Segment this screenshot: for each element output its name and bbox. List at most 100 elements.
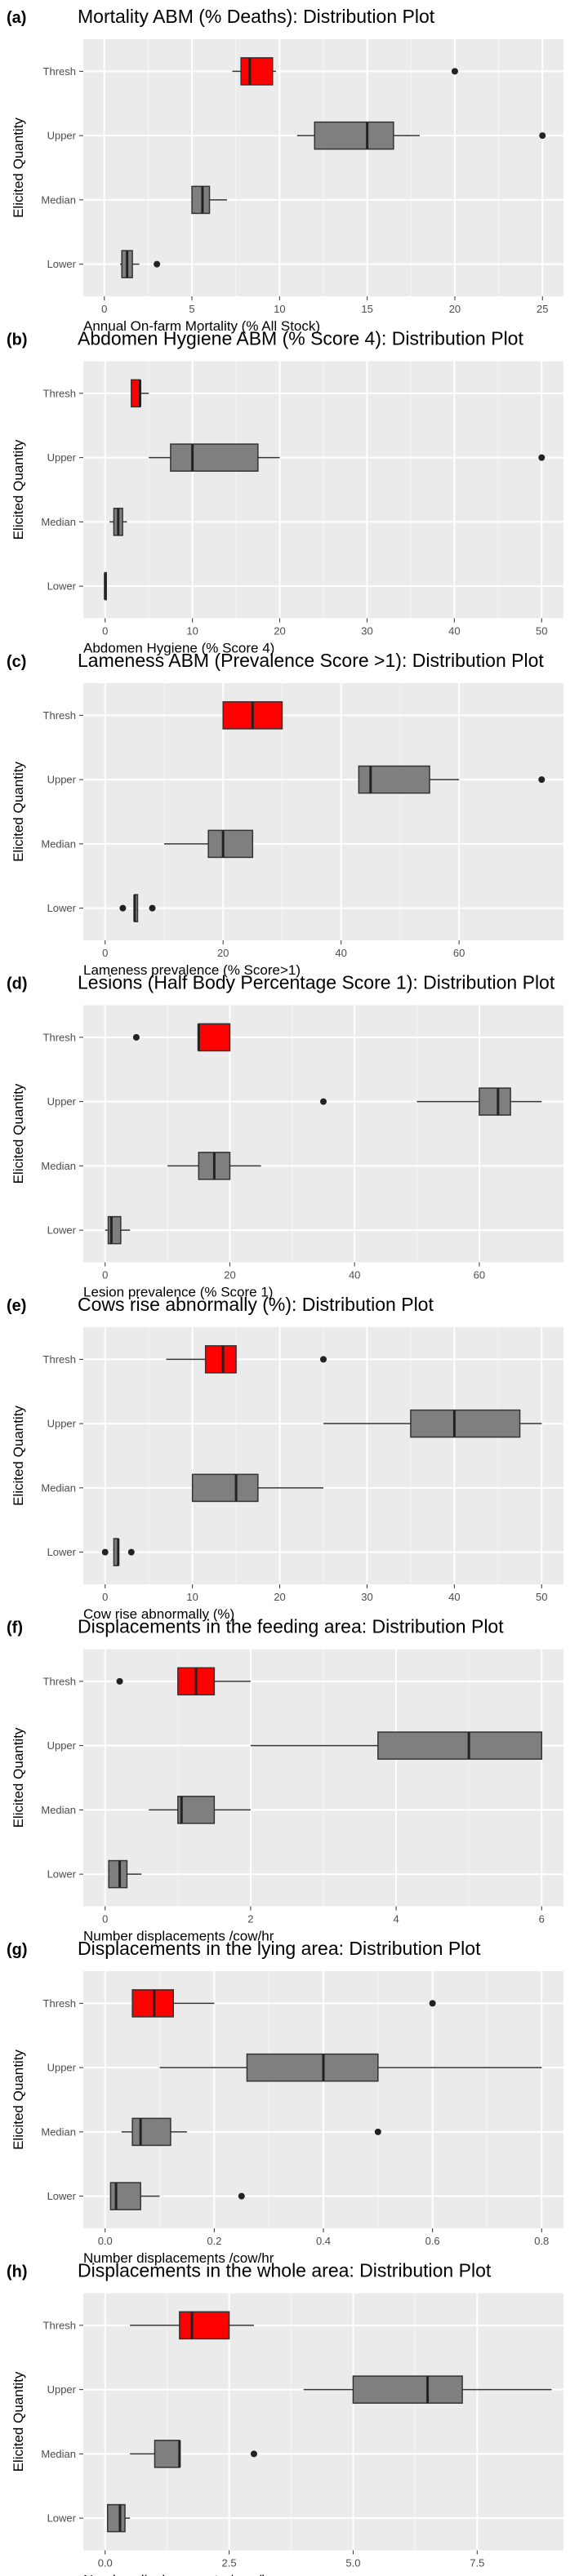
outlier-point	[451, 68, 458, 75]
box-median	[191, 1473, 323, 1503]
box-lower	[120, 250, 161, 278]
y-tick-label: Thresh	[43, 1353, 76, 1366]
chart-title: Cows rise abnormally (%): Distribution P…	[78, 1294, 434, 1315]
box-iqr	[131, 2117, 171, 2147]
x-tick-label: 50	[536, 625, 547, 637]
box-thresh	[132, 1023, 231, 1052]
chart-panel-7: (h) Displacements in the whole area: Dist…	[7, 2260, 563, 2576]
x-tick-label: 0	[102, 947, 108, 959]
box-iqr	[204, 1345, 237, 1374]
x-tick-label: 50	[536, 1591, 547, 1603]
y-axis-title: Elicited Quantity	[11, 2371, 26, 2472]
x-tick-label: 0.8	[534, 2235, 549, 2247]
box-lower	[105, 1215, 131, 1245]
box-upper	[303, 2375, 552, 2404]
box-lower	[109, 2182, 245, 2210]
x-tick-label: 0	[102, 1591, 108, 1603]
panel-tag: (f)	[7, 1619, 23, 1637]
y-tick-label: Median	[41, 1481, 76, 1494]
y-axis-title: Elicited Quantity	[11, 118, 26, 218]
box-iqr	[154, 2440, 180, 2468]
y-axis-title: Elicited Quantity	[11, 762, 26, 862]
x-tick-label: 60	[474, 1269, 485, 1281]
box-lower	[107, 2503, 131, 2533]
outlier-point	[101, 1548, 109, 1556]
y-tick-label: Lower	[47, 1546, 77, 1558]
y-axis-title: Elicited Quantity	[11, 439, 26, 540]
x-tick-label: 0.0	[98, 2235, 113, 2247]
x-tick-label: 15	[361, 303, 372, 315]
y-axis-title: Elicited Quantity	[11, 1406, 26, 1506]
y-tick-label: Upper	[47, 451, 77, 464]
y-axis-title: Elicited Quantity	[11, 1727, 26, 1828]
x-tick-label: 0	[101, 303, 107, 315]
outlier-point	[149, 904, 156, 912]
box-upper	[149, 443, 546, 472]
box-iqr	[352, 2375, 463, 2404]
x-tick-label: 40	[335, 947, 346, 959]
box-thresh	[222, 701, 283, 730]
box-lower	[108, 1859, 142, 1889]
y-tick-label: Thresh	[43, 709, 76, 722]
chart-panel-1: (b) Abdomen Hygiene ABM (% Score 4): Dist…	[7, 328, 563, 656]
box-iqr	[246, 2053, 379, 2082]
box-lower	[104, 571, 107, 601]
x-axis-title: Cow rise abnormally (%)	[83, 1606, 234, 1622]
x-tick-label: 4	[393, 1913, 399, 1925]
box-upper	[323, 1409, 542, 1438]
box-iqr	[131, 1989, 175, 2018]
y-axis-title: Elicited Quantity	[11, 1083, 26, 1184]
box-thresh	[131, 379, 149, 408]
box-iqr	[108, 1859, 128, 1889]
y-tick-label: Thresh	[43, 65, 76, 78]
box-iqr	[107, 1215, 122, 1245]
y-tick-label: Lower	[47, 258, 77, 270]
outlier-point	[429, 2000, 436, 2007]
y-tick-label: Upper	[47, 2062, 77, 2074]
x-tick-label: 6	[539, 1913, 545, 1925]
panel-tag: (c)	[7, 653, 26, 671]
box-median	[130, 2440, 257, 2468]
plot-background	[83, 1005, 563, 1263]
x-tick-label: 30	[361, 625, 372, 637]
x-tick-label: 20	[274, 1591, 285, 1603]
x-tick-label: 5.0	[345, 2557, 360, 2569]
panel-tag: (e)	[7, 1297, 26, 1315]
x-tick-label: 10	[186, 1591, 198, 1603]
x-axis-title: Abdomen Hygiene (% Score 4)	[83, 641, 274, 656]
y-tick-label: Thresh	[43, 2319, 76, 2331]
y-tick-label: Median	[41, 516, 76, 528]
y-tick-label: Thresh	[43, 387, 76, 399]
x-tick-label: 30	[361, 1591, 372, 1603]
x-tick-label: 60	[453, 947, 465, 959]
box-thresh	[116, 1667, 251, 1696]
x-tick-label: 0	[102, 1269, 108, 1281]
outlier-point	[320, 1356, 327, 1363]
y-tick-label: Lower	[47, 2512, 77, 2525]
chart-panel-3: (d) Lesions (Half Body Percentage Score 1…	[7, 972, 563, 1300]
outlier-point	[374, 2128, 381, 2135]
outlier-point	[127, 1548, 135, 1556]
box-median	[163, 829, 254, 859]
y-tick-label: Upper	[47, 1739, 77, 1752]
outlier-point	[539, 132, 546, 140]
box-thresh	[130, 2311, 254, 2340]
box-median	[191, 185, 227, 215]
box-iqr	[107, 2503, 126, 2533]
box-iqr	[240, 57, 274, 86]
y-tick-label: Median	[41, 193, 76, 206]
x-axis-title: Number displacements /cow/hr	[83, 2573, 274, 2576]
box-median	[109, 508, 127, 536]
panel-tag: (g)	[7, 1941, 28, 1959]
x-axis-title: Number displacements /cow/hr	[83, 1929, 274, 1944]
x-tick-label: 0.2	[207, 2235, 221, 2247]
x-tick-label: 20	[217, 947, 229, 959]
x-axis-title: Number displacements /cow/hr	[83, 2250, 274, 2266]
x-tick-label: 25	[537, 303, 548, 315]
chart-panel-0: (a) Mortality ABM (% Deaths): Distributio…	[7, 6, 563, 334]
chart-title: Lesions (Half Body Percentage Score 1): …	[78, 972, 555, 993]
box-upper	[296, 121, 546, 150]
x-tick-label: 2.5	[222, 2557, 237, 2569]
y-tick-label: Median	[41, 837, 76, 850]
